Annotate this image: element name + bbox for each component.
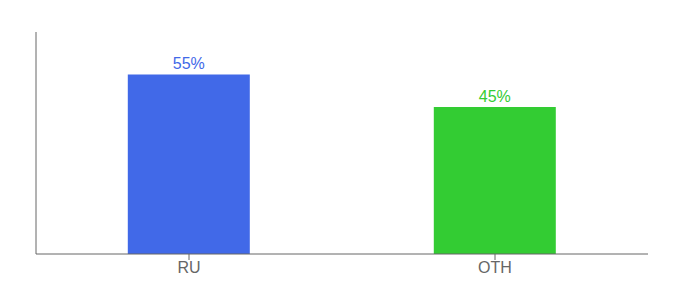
svg-text:RU: RU bbox=[177, 259, 200, 276]
svg-text:45%: 45% bbox=[479, 88, 511, 105]
svg-text:55%: 55% bbox=[173, 55, 205, 72]
svg-text:OTH: OTH bbox=[478, 259, 512, 276]
